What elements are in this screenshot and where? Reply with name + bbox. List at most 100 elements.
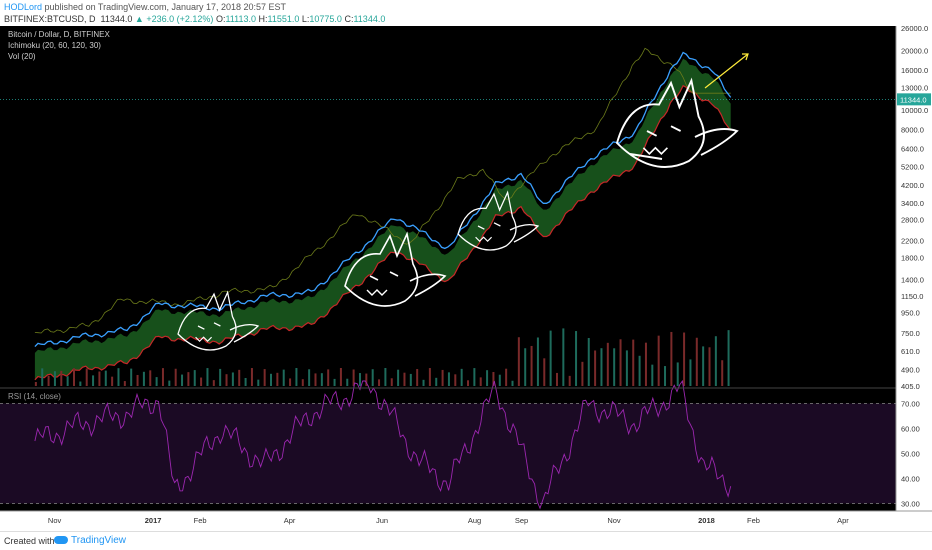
volume-bar (581, 361, 584, 386)
cat-paw (409, 273, 447, 297)
cat-eyes (646, 125, 682, 137)
time-tick-label: Feb (194, 516, 207, 525)
volume-bar (390, 378, 393, 386)
volume-bar (619, 339, 622, 386)
volume-bar (352, 369, 355, 386)
volume-bar (670, 331, 673, 386)
volume-bar (428, 368, 431, 386)
chart-svg[interactable]: 26000.0 20000.0 16000.0 13000.0 10000.0 8000.… (0, 24, 932, 531)
close-value: 11344.0 (353, 14, 386, 24)
volume-bar (168, 380, 171, 386)
volume-bar (66, 376, 69, 386)
volume-bar (276, 372, 279, 386)
symbol-label: BITFINEX:BTCUSD, D (4, 14, 96, 24)
volume-bar (657, 335, 660, 386)
ichimoku-cloud (34, 58, 731, 380)
volume-bar (727, 330, 730, 386)
volume-bar (708, 347, 711, 386)
price-tick-label: 6400.0 (901, 145, 924, 154)
price-tick-label: 16000.0 (901, 66, 928, 75)
time-tick-label: 2018 (698, 516, 715, 525)
tradingview-logo[interactable]: TradingView (54, 535, 126, 546)
volume-bar (479, 377, 482, 386)
cat-eyes (477, 222, 501, 230)
cat-paw (509, 224, 540, 243)
time-tick-label: Feb (747, 516, 760, 525)
volume-bar (73, 368, 76, 386)
volume-legend: Vol (20) (8, 52, 36, 61)
price-tick-label: 610.0 (901, 347, 920, 356)
volume-bar (117, 368, 120, 386)
volume-bar (34, 382, 37, 386)
high-label: H: (258, 14, 268, 24)
arrow-head-icon (742, 53, 749, 61)
volume-bar (238, 369, 241, 386)
volume-bar (123, 381, 126, 386)
last-price-label: 11344.0 (900, 95, 927, 104)
price-series-line (34, 51, 732, 348)
cat-doodle (177, 290, 260, 351)
volume-bar (263, 369, 266, 386)
volume-bar (664, 366, 667, 386)
price-tick-label: 3400.0 (901, 199, 924, 208)
volume-bar (460, 368, 463, 386)
volume-bar (473, 368, 476, 386)
volume-bar (161, 368, 164, 386)
time-tick-label: Sep (515, 516, 528, 525)
volume-bar (632, 339, 635, 386)
volume-bar (524, 348, 527, 386)
created-with-text: Created with (4, 536, 55, 546)
volume-bar (339, 368, 342, 386)
volume-bar (193, 370, 196, 386)
volume-bar (505, 368, 508, 386)
last-price-tag (897, 93, 931, 106)
price-tick-label: 1400.0 (901, 275, 924, 284)
cat-head (177, 290, 237, 351)
price-tick-label: 950.0 (901, 309, 920, 318)
volume-bar (149, 370, 152, 386)
volume-bar (644, 342, 647, 386)
cat-mouth (195, 336, 212, 342)
volume-bar (270, 373, 273, 386)
volume-bar (136, 374, 139, 386)
price-axis (896, 26, 932, 531)
price-tick-label: 5200.0 (901, 162, 924, 171)
volume-bar (282, 369, 285, 386)
volume-bar (397, 369, 400, 386)
volume-bar (467, 380, 470, 386)
volume-bar (295, 368, 298, 386)
chart-area[interactable]: 26000.0 20000.0 16000.0 13000.0 10000.0 8000.… (0, 24, 932, 531)
volume-bar (689, 359, 692, 386)
volume-bar (702, 346, 705, 386)
volume-bar (721, 360, 724, 386)
volume-bar (568, 375, 571, 386)
volume-bar (594, 350, 597, 386)
volume-bar (320, 373, 323, 386)
volume-bar (371, 369, 374, 386)
volume-bar (231, 372, 234, 386)
volume-bar (651, 364, 654, 386)
volume-bar (409, 373, 412, 386)
footer: Created with TradingView (0, 531, 932, 550)
cloud-icon (54, 536, 68, 545)
time-tick-label: Nov (607, 516, 621, 525)
publish-info: HODLord published on TradingView.com, Ja… (4, 2, 286, 12)
volume-bar (187, 372, 190, 386)
ichimoku-legend: Ichimoku (20, 60, 120, 30) (8, 41, 101, 50)
volume-bar (549, 330, 552, 386)
published-text: published on TradingView.com, January 17… (44, 2, 287, 12)
price-change: +236.0 (+2.12%) (146, 14, 214, 24)
price-tick-label: 2800.0 (901, 216, 924, 225)
volume-bar (638, 355, 641, 386)
volume-bar (511, 380, 514, 386)
volume-bar (587, 338, 590, 386)
cat-paw (694, 128, 739, 156)
volume-bar (289, 378, 292, 386)
author-link[interactable]: HODLord (4, 2, 43, 12)
volume-bar (435, 377, 438, 386)
volume-bar (346, 378, 349, 386)
price-tick-label: 26000.0 (901, 26, 928, 33)
volume-bar (41, 368, 44, 386)
price-tick-label: 750.0 (901, 329, 920, 338)
volume-bar (600, 348, 603, 386)
